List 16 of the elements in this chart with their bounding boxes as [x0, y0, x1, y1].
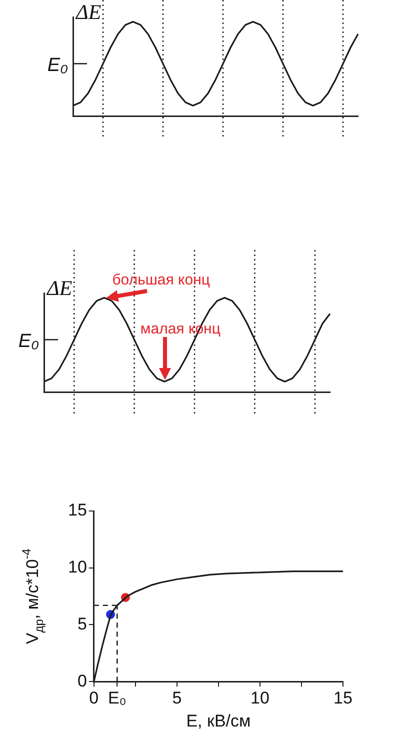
y-tick-label: 10 — [68, 558, 87, 577]
y-axis-title: ΔE — [46, 276, 72, 300]
x-tick-label: 15 — [334, 688, 352, 708]
y-axis-title: ΔE — [75, 0, 102, 24]
y-tick-label: 5 — [77, 614, 87, 634]
x-tick-label: 10 — [250, 688, 270, 708]
x-tick-label: 0 — [89, 688, 99, 708]
x-tick-label: E₀ — [108, 688, 126, 708]
x-axis-title: E, кВ/см — [186, 712, 251, 731]
x-tick-label: 5 — [172, 688, 182, 708]
y-tick-label: 0 — [77, 671, 87, 690]
text: большая конц — [112, 272, 210, 289]
y-axis-title: Vдр, м/с*10-4 — [19, 548, 46, 644]
y-tick-label: 15 — [68, 500, 87, 520]
ref-line-label: E₀ — [47, 54, 68, 76]
ref-line-label: E₀ — [18, 330, 39, 352]
